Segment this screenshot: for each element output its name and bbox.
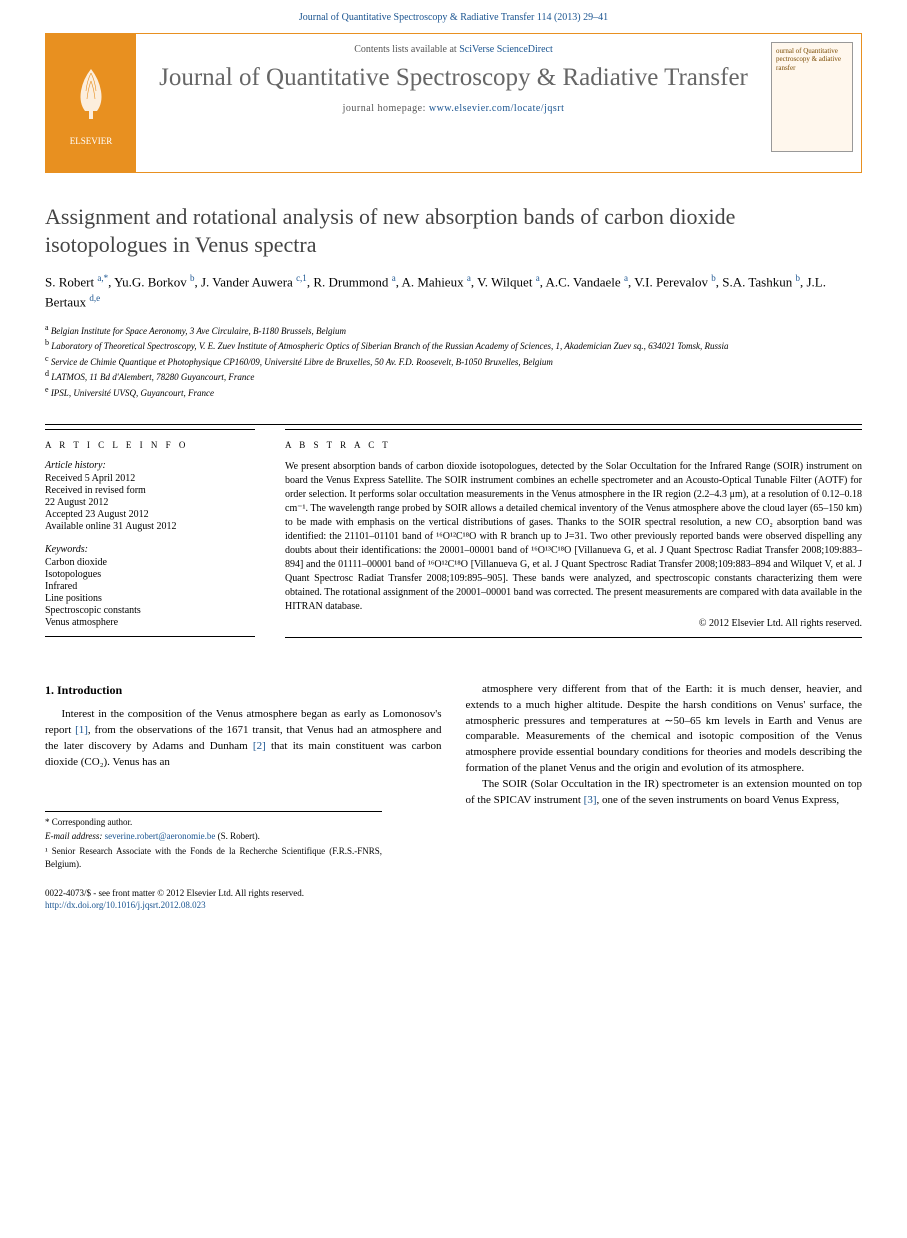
journal-cover-thumb: ournal of Quantitative pectroscopy & adi… <box>771 34 861 152</box>
running-header: Journal of Quantitative Spectroscopy & R… <box>0 0 907 33</box>
intro-paragraph-1-cont: atmosphere very different from that of t… <box>466 682 863 778</box>
affiliation-item: c Service de Chimie Quantique et Photoph… <box>45 353 862 369</box>
keywords-label: Keywords: <box>45 544 255 555</box>
journal-reference: Journal of Quantitative Spectroscopy & R… <box>299 12 608 23</box>
copyright-line: 0022-4073/$ - see front matter © 2012 El… <box>45 888 862 900</box>
keyword-item: Infrared <box>45 581 255 592</box>
publisher-logo-block: ELSEVIER <box>46 34 136 172</box>
corresponding-author-note: * Corresponding author. <box>45 816 382 829</box>
body-two-column: 1. Introduction Interest in the composit… <box>0 682 907 873</box>
elsevier-tree-icon <box>63 61 119 131</box>
citation-3[interactable]: [3] <box>584 794 597 806</box>
article-title: Assignment and rotational analysis of ne… <box>45 203 862 258</box>
section-1-heading: 1. Introduction <box>45 682 442 699</box>
affiliation-item: a Belgian Institute for Space Aeronomy, … <box>45 322 862 338</box>
citation-1[interactable]: [1] <box>75 724 88 736</box>
homepage-line: journal homepage: www.elsevier.com/locat… <box>144 103 763 114</box>
citation-2[interactable]: [2] <box>253 740 266 752</box>
abstract-bottom-rule <box>285 637 862 638</box>
affiliation-item: e IPSL, Université UVSQ, Guyancourt, Fra… <box>45 384 862 400</box>
history-item: Received in revised form <box>45 485 255 496</box>
email-line: E-mail address: severine.robert@aeronomi… <box>45 830 382 843</box>
history-label: Article history: <box>45 460 255 471</box>
cover-image: ournal of Quantitative pectroscopy & adi… <box>771 42 853 152</box>
info-bottom-rule <box>45 636 255 637</box>
contents-available-line: Contents lists available at SciVerse Sci… <box>144 44 763 55</box>
column-left: 1. Introduction Interest in the composit… <box>45 682 442 873</box>
affiliation-list: a Belgian Institute for Space Aeronomy, … <box>45 322 862 400</box>
doi-link[interactable]: http://dx.doi.org/10.1016/j.jqsrt.2012.0… <box>45 900 206 910</box>
keyword-item: Line positions <box>45 593 255 604</box>
keyword-item: Isotopologues <box>45 569 255 580</box>
intro-paragraph-2: The SOIR (Solar Occultation in the IR) s… <box>466 777 863 809</box>
page-footer-meta: 0022-4073/$ - see front matter © 2012 El… <box>0 872 907 931</box>
sciencedirect-link[interactable]: SciVerse ScienceDirect <box>459 44 553 55</box>
journal-banner: ELSEVIER Contents lists available at Sci… <box>45 33 862 173</box>
keyword-item: Venus atmosphere <box>45 617 255 628</box>
intro-paragraph-1: Interest in the composition of the Venus… <box>45 707 442 771</box>
journal-title: Journal of Quantitative Spectroscopy & R… <box>144 63 763 93</box>
history-item: Available online 31 August 2012 <box>45 521 255 532</box>
history-item: 22 August 2012 <box>45 497 255 508</box>
article-info-heading: A R T I C L E I N F O <box>45 440 196 450</box>
column-right: atmosphere very different from that of t… <box>466 682 863 873</box>
keyword-item: Spectroscopic constants <box>45 605 255 616</box>
author-email-link[interactable]: severine.robert@aeronomie.be <box>105 831 216 841</box>
history-item: Received 5 April 2012 <box>45 473 255 484</box>
abstract-text: We present absorption bands of carbon di… <box>285 460 862 614</box>
history-item: Accepted 23 August 2012 <box>45 509 255 520</box>
article-info-panel: A R T I C L E I N F O Article history: R… <box>45 429 255 638</box>
affiliation-item: b Laboratory of Theoretical Spectroscopy… <box>45 337 862 353</box>
footnotes-block: * Corresponding author. E-mail address: … <box>45 811 382 870</box>
journal-homepage-link[interactable]: www.elsevier.com/locate/jqsrt <box>429 103 564 114</box>
affiliation-item: d LATMOS, 11 Bd d'Alembert, 78280 Guyanc… <box>45 368 862 384</box>
keyword-item: Carbon dioxide <box>45 557 255 568</box>
abstract-copyright: © 2012 Elsevier Ltd. All rights reserved… <box>285 618 862 629</box>
publisher-name: ELSEVIER <box>63 136 119 146</box>
abstract-heading: A B S T R A C T <box>285 440 399 450</box>
author-list: S. Robert a,*, Yu.G. Borkov b, J. Vander… <box>45 272 862 312</box>
footnote-1: ¹ Senior Research Associate with the Fon… <box>45 845 382 870</box>
abstract-panel: A B S T R A C T We present absorption ba… <box>285 429 862 638</box>
